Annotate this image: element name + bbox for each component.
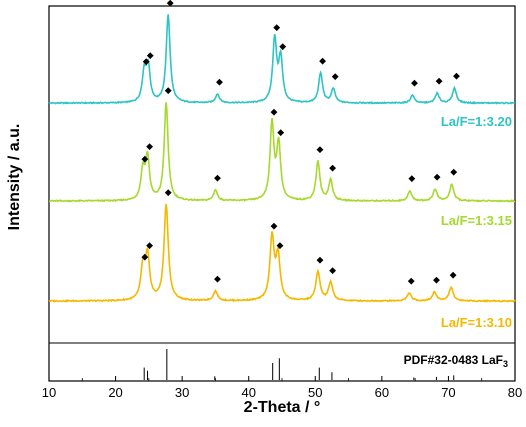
- peak-marker: ◆: [146, 141, 153, 151]
- peak-marker: ◆: [147, 50, 154, 60]
- series-3: ◆◆◆◆◆◆◆◆◆ ◆ ◆La/F=1:3.10: [48, 187, 516, 330]
- peak-marker: ◆: [408, 173, 415, 183]
- peak-marker: ◆: [411, 77, 418, 87]
- series-label: La/F=1:3.10: [441, 315, 512, 330]
- peak-marker: ◆: [316, 254, 323, 264]
- peak-marker: ◆: [450, 166, 457, 176]
- peak-marker: ◆: [216, 76, 223, 86]
- series-layer: ◆◆◆◆◆◆◆◆◆ ◆◆La/F=1:3.20◆◆◆◆◆◆◆◆◆ ◆ ◆La/F=1:…: [48, 0, 516, 330]
- series-line: [48, 203, 516, 303]
- peak-marker: ◆: [450, 270, 457, 280]
- peak-marker: ◆: [433, 274, 440, 284]
- peak-marker: ◆: [141, 251, 148, 261]
- x-tick-label: 50: [308, 385, 322, 400]
- reference-label: PDF#32-0483 LaF3: [404, 353, 508, 369]
- x-tick-label: 60: [375, 385, 389, 400]
- peak-marker: ◆: [214, 172, 221, 182]
- peak-marker: ◆: [165, 85, 172, 95]
- peak-marker: ◆: [329, 162, 336, 172]
- peak-marker: ◆: [167, 0, 174, 7]
- peak-marker: ◆: [141, 154, 148, 164]
- x-axis-title: 2-Theta / °: [244, 399, 321, 416]
- peak-marker: ◆: [277, 240, 284, 250]
- peak-marker: ◆: [408, 275, 415, 285]
- series-line: [48, 102, 516, 203]
- x-tick-label: 80: [508, 385, 522, 400]
- peak-marker: ◆: [146, 240, 153, 250]
- peak-marker: ◆: [434, 171, 441, 181]
- peak-marker: ◆: [271, 221, 278, 231]
- peak-marker: ◆: [436, 76, 443, 86]
- series-2: ◆ ◆ ◆ ◆ ◆ ◆ ◆ ◆ ◆ ◆ ◆ La/F=1:3.15: [48, 85, 516, 228]
- x-tick-label: 30: [175, 385, 189, 400]
- series-label: La/F=1:3.15: [441, 213, 512, 228]
- series-line: [48, 14, 516, 105]
- x-tick-label: 10: [42, 385, 56, 400]
- x-tick-label: 20: [108, 385, 122, 400]
- peak-marker: ◆: [319, 55, 326, 65]
- series-label: La/F=1:3.20: [441, 114, 512, 129]
- peak-marker: ◆: [165, 187, 172, 197]
- peak-marker: ◆: [273, 22, 280, 32]
- y-axis-title: Intensity / a.u.: [6, 124, 23, 231]
- peak-marker: ◆: [453, 70, 460, 80]
- peak-marker: ◆: [279, 41, 286, 51]
- peak-marker: ◆: [143, 56, 150, 66]
- reference-panel: [143, 349, 455, 380]
- peak-marker: ◆: [214, 273, 221, 283]
- peak-marker: ◆: [277, 127, 284, 137]
- peak-marker: ◆: [329, 265, 336, 275]
- peak-marker: ◆: [316, 144, 323, 154]
- x-tick-label: 40: [241, 385, 255, 400]
- x-tick-label: 70: [441, 385, 455, 400]
- series-1: ◆◆◆◆◆◆◆◆◆ ◆◆La/F=1:3.20: [48, 0, 516, 129]
- x-axis-ticks: 10 20 30 40 50 60 70 80: [42, 376, 522, 400]
- peak-marker: ◆: [332, 71, 339, 81]
- peak-marker: ◆: [271, 107, 278, 117]
